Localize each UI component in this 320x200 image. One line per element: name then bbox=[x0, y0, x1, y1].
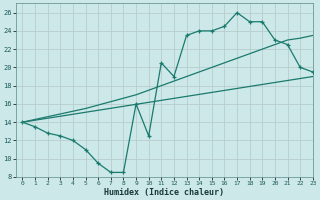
X-axis label: Humidex (Indice chaleur): Humidex (Indice chaleur) bbox=[104, 188, 224, 197]
